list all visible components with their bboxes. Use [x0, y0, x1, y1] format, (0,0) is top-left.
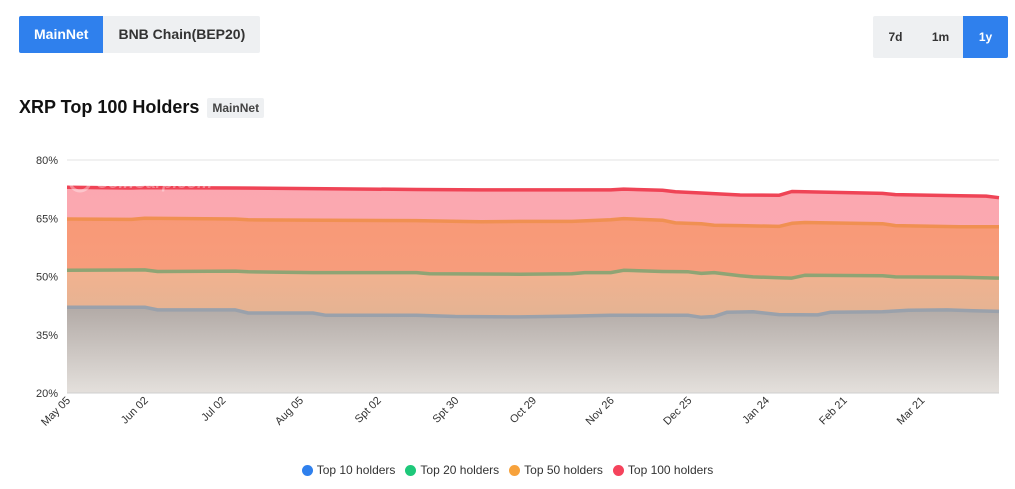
legend-item-top50[interactable]: Top 50 holders	[509, 463, 603, 477]
chart-title: XRP Top 100 Holders	[19, 97, 200, 117]
y-tick-label: 65%	[36, 213, 58, 225]
line-top-50-holders	[66, 216, 999, 229]
y-tick-label: 20%	[36, 388, 58, 400]
x-tick-label: Jan 24	[740, 395, 772, 427]
legend-dot-top50	[509, 464, 521, 476]
watermark-logo-icon	[68, 169, 92, 193]
range-tabs: 7d 1m 1y	[873, 16, 1008, 58]
legend-item-top100[interactable]: Top 100 holders	[612, 463, 714, 477]
legend-dot-top100	[612, 464, 624, 476]
y-tick-label: 35%	[36, 330, 58, 342]
y-tick-label: 80%	[36, 155, 58, 167]
chart-legend: Top 10 holders Top 20 holders Top 50 hol…	[0, 463, 1015, 477]
line-top-100-holders	[66, 185, 1000, 200]
range-tab-1m[interactable]: 1m	[918, 16, 963, 58]
x-tick-label: Mar 21	[895, 395, 928, 428]
legend-label-top10: Top 10 holders	[316, 463, 396, 477]
x-tick-label: Dec 25	[661, 395, 694, 428]
holders-area-chart: 20%35%50%65%80%May 05 Jun 02 Jul 02 Aug 05 S…	[36, 155, 1000, 429]
chart-header: XRP Top 100 Holders MainNet	[19, 97, 265, 118]
legend-label-top100: Top 100 holders	[627, 463, 714, 477]
legend-item-top10[interactable]: Top 10 holders	[301, 463, 396, 477]
legend-dot-top10	[301, 464, 313, 476]
legend-dot-top20	[405, 464, 417, 476]
tab-mainnet[interactable]: MainNet	[19, 16, 104, 53]
legend-item-top20[interactable]: Top 20 holders	[405, 463, 499, 477]
tab-bnb-chain[interactable]: BNB Chain(BEP20)	[103, 16, 261, 53]
x-tick-label: Jun 02	[119, 395, 151, 427]
line-top-10-holders	[67, 305, 1000, 320]
x-tick-label: Oct 29	[508, 395, 539, 426]
network-tabs: MainNet BNB Chain(BEP20)	[19, 16, 261, 53]
range-tab-7d[interactable]: 7d	[873, 16, 918, 58]
x-tick-label: Feb 21	[817, 395, 850, 428]
x-tick-label: Nov 26	[584, 395, 617, 428]
watermark: CoinCarp.com	[68, 169, 212, 193]
range-tab-1y[interactable]: 1y	[963, 16, 1008, 58]
x-tick-label: Jul 02	[199, 395, 228, 424]
legend-label-top50: Top 50 holders	[524, 463, 603, 477]
y-tick-label: 50%	[36, 272, 58, 284]
x-tick-label: Spt 30	[430, 395, 461, 426]
area-top-10-holders	[67, 307, 999, 393]
network-badge: MainNet	[207, 97, 265, 118]
watermark-text: CoinCarp.com	[96, 173, 212, 192]
legend-label-top20: Top 20 holders	[420, 463, 500, 477]
x-tick-label: Aug 05	[273, 395, 306, 428]
line-top-20-holders	[66, 268, 1000, 280]
x-tick-label: Spt 02	[353, 395, 384, 426]
